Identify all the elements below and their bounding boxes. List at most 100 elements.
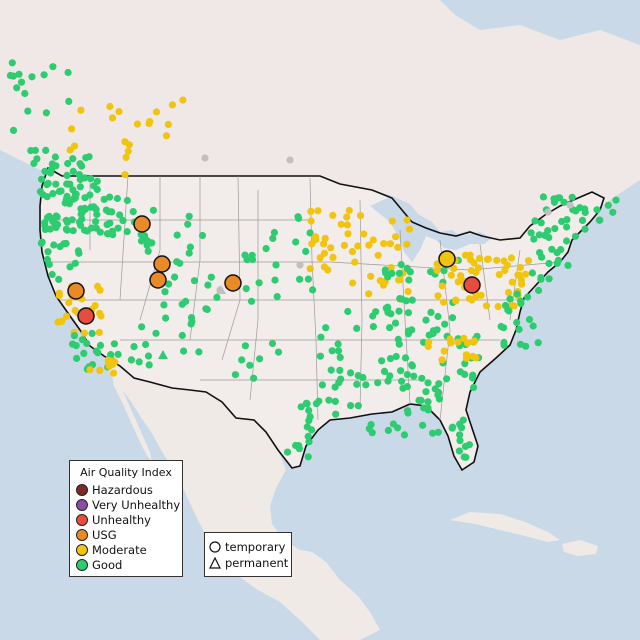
monitor-point: [353, 324, 361, 332]
monitor-point: [474, 264, 482, 272]
monitor-point: [345, 206, 353, 215]
monitor-point: [283, 448, 292, 456]
monitor-point: [162, 314, 170, 322]
monitor-point: [530, 235, 538, 243]
monitor-point: [425, 331, 433, 339]
monitor-point: [44, 179, 52, 187]
monitor-point: [28, 73, 36, 81]
monitor-point: [50, 241, 58, 249]
type-item-temporary: temporary: [209, 540, 285, 554]
monitor-point: [434, 292, 442, 300]
monitor-point: [48, 270, 56, 279]
monitor-point: [121, 138, 129, 146]
monitor-point: [9, 72, 17, 80]
monitor-point: [507, 254, 516, 262]
monitor-point: [420, 338, 428, 346]
monitor-point: [316, 352, 324, 360]
monitor-point: [65, 97, 73, 105]
monitor-point: [354, 402, 362, 410]
monitor-point: [63, 171, 71, 179]
monitor-point: [92, 218, 100, 226]
monitor-point: [596, 216, 604, 224]
monitor-point: [114, 224, 122, 232]
monitor-point: [362, 381, 370, 389]
monitor-point: [318, 381, 326, 389]
monitor-point: [384, 308, 392, 317]
monitor-point: [544, 227, 552, 235]
monitor-point: [142, 340, 150, 349]
monitor-point: [100, 195, 108, 203]
monitor-point: [73, 354, 81, 362]
monitor-point: [405, 276, 413, 284]
monitor-point: [164, 120, 172, 129]
monitor-point: [422, 388, 430, 396]
monitor-point: [49, 63, 57, 71]
monitor-point: [40, 71, 48, 79]
monitor-point: [404, 330, 412, 338]
monitor-point: [456, 437, 464, 445]
monitor-point: [536, 249, 544, 257]
land-hispaniola: [562, 540, 598, 556]
land-baja: [110, 366, 152, 462]
monitor-point: [503, 261, 511, 269]
monitor-point: [165, 280, 173, 288]
monitor-point: [24, 107, 32, 115]
monitor-point: [544, 208, 552, 216]
monitor-point: [91, 302, 99, 310]
monitor-point: [123, 228, 131, 236]
monitor-point: [515, 271, 524, 279]
monitor-point: [186, 243, 194, 251]
monitor-point: [64, 159, 72, 168]
monitor-point: [272, 261, 280, 269]
good-swatch: [76, 559, 88, 571]
monitor-point: [386, 240, 394, 248]
monitor-point: [457, 272, 465, 280]
monitor-point: [114, 350, 122, 358]
monitor-point: [149, 206, 157, 214]
monitor-point: [49, 190, 57, 198]
monitor-point: [129, 208, 137, 216]
monitor-point: [356, 212, 365, 220]
monitor-point: [391, 319, 400, 327]
monitor-point: [465, 441, 473, 449]
monitor-point: [86, 366, 94, 374]
monitor-point: [434, 428, 442, 436]
monitor-point: [303, 423, 311, 431]
monitor-point: [404, 287, 412, 296]
monitor-point: [609, 208, 617, 216]
monitor-point: [612, 196, 620, 204]
monitor-point: [353, 380, 361, 388]
monitor-point: [410, 372, 418, 380]
monitor-point: [427, 308, 435, 316]
monitor-point: [424, 342, 432, 351]
monitor-point: [71, 194, 79, 202]
monitor-point: [271, 276, 279, 284]
monitor-point: [238, 356, 246, 364]
monitor-point: [116, 211, 124, 219]
monitor-point: [397, 367, 405, 375]
monitor-point: [548, 245, 556, 253]
monitor-point: [515, 325, 523, 333]
monitor-point: [94, 282, 102, 290]
monitor-point: [335, 379, 343, 387]
monitor-point: [347, 402, 355, 410]
monitor-point: [468, 296, 476, 304]
monitor-point: [152, 329, 160, 337]
monitor-point: [307, 207, 315, 215]
monitor-point: [37, 175, 46, 183]
monitor-point: [41, 167, 49, 175]
monitor-point: [537, 275, 545, 283]
monitor-point: [309, 286, 317, 294]
monitor-point: [564, 261, 572, 269]
monitor-point: [304, 453, 312, 461]
monitor-point: [37, 239, 46, 247]
monitor-point: [304, 432, 312, 440]
monitor-point: [464, 339, 472, 347]
monitor-point: [403, 264, 411, 272]
monitor-point: [472, 354, 480, 362]
monitor-point: [207, 273, 215, 281]
monitor-point: [96, 228, 104, 236]
monitor-point: [365, 241, 373, 249]
monitor-point: [305, 406, 313, 415]
monitor-point: [494, 303, 502, 311]
